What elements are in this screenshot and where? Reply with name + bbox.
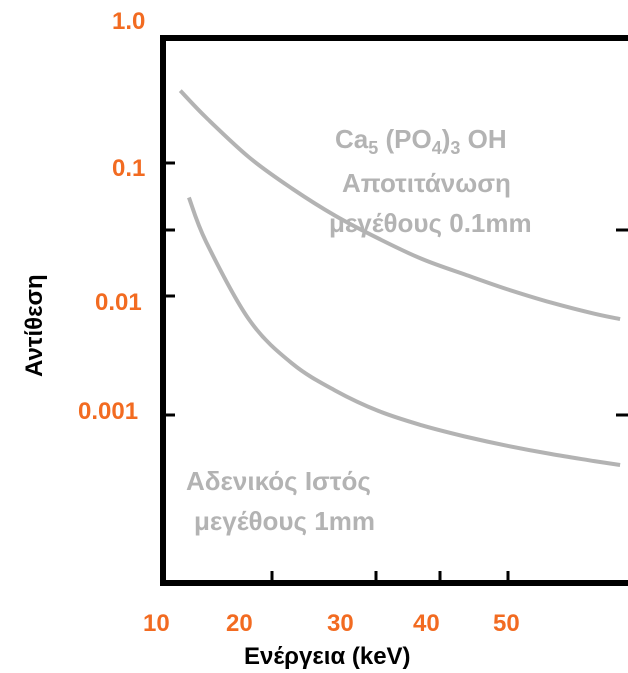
formula-sub-5: 5 [368,138,378,158]
xtick-label-20: 20 [226,610,253,637]
xtick-label-40: 40 [413,610,440,637]
x-axis-label: Ενέργεια (keV) [244,643,411,670]
y-axis-label: Αντίθεση [21,274,48,377]
formula-paren: ) [442,124,451,154]
annotation-calcification-size: μεγέθους 0.1mm [329,208,532,238]
ytick-label-0.01: 0.01 [95,289,142,316]
ytick-label-0.001: 0.001 [78,398,138,425]
formula-ca: Ca [335,124,369,154]
annotation-glandular-size: μεγέθους 1mm [194,506,375,536]
annotation-glandular-name: Αδενικός Ιστός [186,466,371,496]
annotation-calcification-formula: Ca5 (PO4)3 OH [335,124,507,158]
formula-oh: OH [460,124,506,154]
formula-sub-4: 4 [432,138,442,158]
ytick-label-1: 1.0 [112,8,145,35]
xtick-label-30: 30 [327,610,354,637]
ytick-label-0.1: 0.1 [112,155,145,182]
annotation-calcification-name: Αποτιτάνωση [342,168,511,198]
formula-po: (PO [378,124,431,154]
xtick-label-50: 50 [493,610,520,637]
xtick-label-10: 10 [143,610,170,637]
formula-sub-3: 3 [450,138,460,158]
